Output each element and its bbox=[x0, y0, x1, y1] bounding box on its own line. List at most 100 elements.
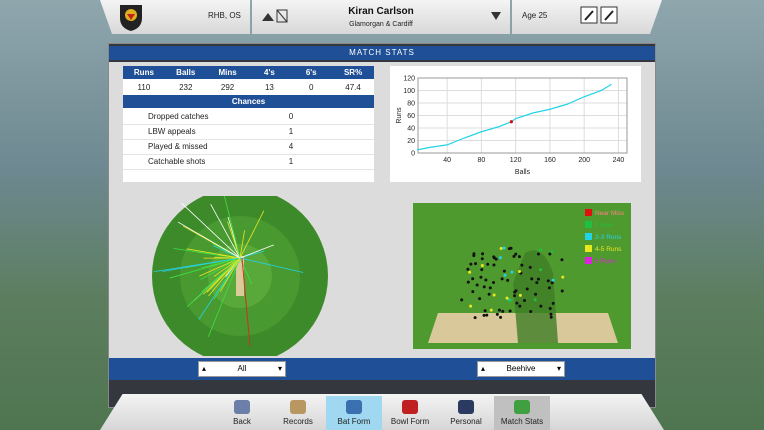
chance-value: 1 bbox=[288, 127, 294, 136]
legend-swatch bbox=[585, 257, 592, 264]
ball-dot bbox=[492, 280, 496, 284]
nav-icon bbox=[290, 400, 306, 414]
next-arrow[interactable] bbox=[488, 8, 504, 24]
shot-line bbox=[177, 221, 241, 259]
legend-swatch bbox=[585, 245, 592, 252]
ball-dot bbox=[489, 308, 493, 312]
ball-dot bbox=[536, 277, 540, 281]
ball-dot bbox=[549, 315, 553, 319]
ball-dot bbox=[550, 281, 554, 285]
dropdown-label: All bbox=[237, 364, 247, 373]
chance-row-line bbox=[123, 124, 374, 125]
wagon-wheel bbox=[152, 196, 328, 356]
ball-dot bbox=[539, 304, 543, 308]
nav-button[interactable]: Personal bbox=[438, 396, 494, 430]
wagon-filter-dropdown[interactable]: ▴ All ▾ bbox=[198, 361, 286, 377]
ball-dot bbox=[512, 254, 516, 258]
ball-dot bbox=[469, 262, 473, 266]
ball-dot bbox=[530, 277, 534, 281]
x-tick-label: 240 bbox=[613, 157, 625, 164]
stat-value: 47.4 bbox=[345, 83, 361, 92]
ball-dot bbox=[534, 292, 538, 296]
nav-label: Bat Form bbox=[337, 417, 371, 426]
stat-header: Runs bbox=[133, 68, 154, 77]
shot-line bbox=[241, 257, 251, 347]
ball-dot bbox=[560, 258, 564, 262]
nav-button[interactable]: Bat Form bbox=[326, 396, 382, 430]
nav-icon bbox=[458, 400, 474, 414]
stat-value: 110 bbox=[137, 83, 151, 92]
ball-dot bbox=[517, 255, 521, 259]
shot-line bbox=[169, 257, 241, 279]
ball-dot bbox=[528, 265, 532, 269]
stats-header-row bbox=[123, 66, 374, 79]
ball-dot bbox=[523, 299, 527, 303]
shot-line bbox=[219, 257, 241, 292]
ball-dot bbox=[492, 256, 496, 260]
legend-swatch bbox=[585, 233, 592, 240]
bottom-bar bbox=[100, 394, 664, 430]
nav-button[interactable]: Records bbox=[270, 396, 326, 430]
ball-dot bbox=[518, 269, 522, 273]
chance-label: Dropped catches bbox=[148, 112, 209, 121]
ball-dot bbox=[503, 273, 507, 277]
y-tick-label: 60 bbox=[407, 113, 415, 120]
ball-dot bbox=[472, 254, 476, 258]
shot-line bbox=[239, 257, 304, 273]
shot-line bbox=[200, 257, 241, 280]
x-tick-label: 40 bbox=[443, 157, 451, 164]
ball-dot bbox=[495, 312, 499, 316]
ball-dot bbox=[460, 298, 464, 302]
ball-dot bbox=[520, 263, 524, 267]
nav-label: Bowl Form bbox=[390, 417, 430, 426]
ball-dot bbox=[510, 270, 514, 274]
shot-line bbox=[206, 257, 241, 293]
shot-line bbox=[239, 210, 265, 259]
ball-dot bbox=[486, 262, 490, 266]
shot-line bbox=[239, 244, 274, 259]
ball-dot bbox=[473, 316, 477, 320]
ball-dot bbox=[549, 312, 553, 316]
x-tick-label: 160 bbox=[544, 157, 556, 164]
ball-dot bbox=[471, 290, 475, 294]
y-tick-label: 80 bbox=[407, 101, 415, 108]
runs-chart: 0 20 40 60 80 100 120 40 80 120 160 200 240 Balls Runs bbox=[390, 66, 641, 182]
nav-icon bbox=[402, 400, 418, 414]
legend-label: 2-3 Runs bbox=[595, 234, 622, 241]
header-center: Kiran Carlson Glamorgan & Cardiff bbox=[252, 0, 510, 34]
ball-dot bbox=[498, 256, 502, 260]
stat-value: 292 bbox=[220, 83, 235, 92]
shot-line bbox=[213, 257, 241, 277]
shot-line bbox=[227, 221, 241, 259]
ball-dot bbox=[539, 248, 543, 252]
nav-button[interactable]: Back bbox=[214, 396, 270, 430]
stat-value: 0 bbox=[309, 83, 314, 92]
view-dropdown[interactable]: ▴ Beehive ▾ bbox=[477, 361, 565, 377]
ball-dot bbox=[525, 287, 529, 291]
stat-header: Mins bbox=[218, 68, 237, 77]
ball-dot bbox=[501, 309, 505, 313]
prev-arrow[interactable] bbox=[258, 7, 288, 27]
edit-buttons[interactable] bbox=[580, 6, 620, 26]
x-tick-label: 120 bbox=[510, 157, 522, 164]
y-tick-label: 40 bbox=[407, 126, 415, 133]
ball-dot bbox=[499, 246, 503, 250]
nav-icon bbox=[234, 400, 250, 414]
runs-line bbox=[417, 83, 612, 151]
ball-dot bbox=[551, 301, 555, 305]
shot-line bbox=[162, 257, 241, 272]
milestone-marker bbox=[509, 120, 513, 124]
header-right: Age 25 bbox=[512, 0, 662, 34]
nav-label: Back bbox=[233, 417, 251, 426]
ball-dot bbox=[475, 283, 479, 287]
nav-button[interactable]: Match Stats bbox=[494, 396, 550, 430]
chance-value: 0 bbox=[288, 112, 294, 121]
ball-dot bbox=[508, 309, 512, 313]
ball-dot bbox=[502, 269, 506, 273]
ball-dot bbox=[535, 281, 539, 285]
nav-button[interactable]: Bowl Form bbox=[382, 396, 438, 430]
panel-footer bbox=[109, 358, 655, 380]
ball-dot bbox=[487, 292, 491, 296]
y-tick-label: 20 bbox=[407, 138, 415, 145]
ball-dot bbox=[492, 263, 496, 267]
